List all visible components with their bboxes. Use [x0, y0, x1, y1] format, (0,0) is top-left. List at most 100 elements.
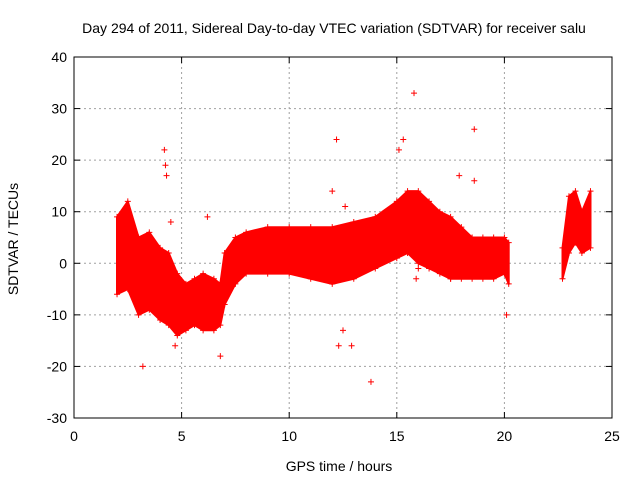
- band-edge-point: [329, 280, 336, 287]
- band-edge-point: [565, 193, 572, 200]
- band-edge-point: [565, 249, 572, 256]
- x-tick-label: 20: [497, 428, 513, 444]
- y-tick-label: 40: [51, 49, 67, 65]
- band-edge-point: [329, 224, 336, 231]
- outlier-point: [348, 342, 355, 349]
- band-edge-point: [479, 275, 486, 282]
- band-edge-point: [578, 249, 585, 256]
- band-edge-point: [572, 188, 579, 195]
- outlier-point: [333, 136, 340, 143]
- y-tick-label: 0: [59, 255, 67, 271]
- outlier-point: [161, 146, 168, 153]
- outlier-point: [342, 203, 349, 210]
- x-axis-label: GPS time / hours: [286, 458, 393, 474]
- band-edge-point: [393, 198, 400, 205]
- band-edge-point: [559, 275, 566, 282]
- band-edge-point: [221, 301, 228, 308]
- x-tick-label: 10: [281, 428, 297, 444]
- band-edge-point: [505, 280, 512, 287]
- chart-title: Day 294 of 2011, Sidereal Day-to-day VTE…: [82, 20, 586, 36]
- band-edge-point: [124, 198, 131, 205]
- outlier-point: [204, 213, 211, 220]
- band-edge-point: [286, 224, 293, 231]
- outlier-point: [167, 219, 174, 226]
- outlier-point: [367, 378, 374, 385]
- band-edge-point: [436, 208, 443, 215]
- band-edge-point: [146, 306, 153, 313]
- band-edge-point: [469, 234, 476, 241]
- band-edge-point: [350, 219, 357, 226]
- band-edge-point: [572, 239, 579, 246]
- band-edge-point: [165, 249, 172, 256]
- band-edge-point: [307, 224, 314, 231]
- band-edge-point: [404, 249, 411, 256]
- outlier-point: [118, 211, 125, 218]
- band-edge-point: [114, 291, 121, 298]
- band-edge-point: [157, 244, 164, 251]
- band-edge-point: [124, 286, 131, 293]
- x-tick-label: 25: [604, 428, 620, 444]
- band-edge-point: [447, 213, 454, 220]
- y-tick-label: -10: [47, 307, 67, 323]
- band-edge-point: [559, 244, 566, 251]
- y-tick-label: 10: [51, 204, 67, 220]
- band-edge-point: [232, 280, 239, 287]
- band-edge-point: [393, 255, 400, 262]
- band-edge-point: [135, 234, 142, 241]
- band-edge-point: [243, 229, 250, 236]
- band-edge-point: [135, 311, 142, 318]
- band-edge-point: [165, 322, 172, 329]
- data-points: [114, 90, 594, 385]
- ticks: 0 5 10 15 20 25 -30 -20 -10 0 10 20 30 40: [47, 49, 620, 444]
- outlier-point: [395, 146, 402, 153]
- band-edge-point: [501, 270, 508, 277]
- band-edge-point: [191, 322, 198, 329]
- outlier-point: [471, 177, 478, 184]
- band-edge-point: [587, 244, 594, 251]
- outlier-point: [471, 126, 478, 133]
- band-edge-point: [146, 229, 153, 236]
- band-edge-point: [221, 249, 228, 256]
- band-edge-point: [232, 234, 239, 241]
- band-edge-point: [490, 234, 497, 241]
- band-edge-point: [191, 275, 198, 282]
- outlier-point: [503, 311, 510, 318]
- y-axis-label: SDTVAR / TECUs: [5, 183, 21, 295]
- band-edge-point: [372, 265, 379, 272]
- outlier-point: [340, 327, 346, 334]
- outlier-point: [172, 342, 179, 349]
- band-edge-point: [182, 327, 189, 334]
- x-tick-label: 5: [178, 428, 186, 444]
- band-edge-point: [350, 275, 357, 282]
- band-edge-point: [501, 234, 508, 241]
- band-edge-point: [436, 270, 443, 277]
- band-edge-point: [264, 270, 271, 277]
- band-edge-point: [264, 224, 271, 231]
- y-tick-label: -30: [47, 410, 67, 426]
- band-edge-point: [426, 265, 433, 272]
- outlier-point: [400, 136, 407, 143]
- band-edge-point: [217, 280, 224, 287]
- band-edge-point: [182, 280, 189, 287]
- band-edge-point: [200, 270, 207, 277]
- band-edge-point: [157, 317, 164, 324]
- outlier-point: [139, 363, 146, 370]
- plot-frame: [73, 56, 613, 419]
- y-tick-label: 20: [51, 152, 67, 168]
- band-edge-point: [587, 188, 594, 195]
- band-edge-point: [404, 188, 411, 195]
- outlier-point: [335, 342, 342, 349]
- band-edge-point: [415, 260, 422, 267]
- x-tick-label: 15: [389, 428, 405, 444]
- band-edge-point: [286, 270, 293, 277]
- outlier-point: [415, 265, 422, 272]
- outlier-point: [163, 172, 170, 179]
- band-edge-point: [217, 322, 224, 329]
- band-edge-point: [469, 275, 476, 282]
- outlier-point: [456, 172, 463, 179]
- band-edge-point: [210, 275, 217, 282]
- outlier-point: [217, 353, 224, 360]
- y-tick-label: -20: [47, 358, 67, 374]
- outlier-point: [411, 90, 418, 97]
